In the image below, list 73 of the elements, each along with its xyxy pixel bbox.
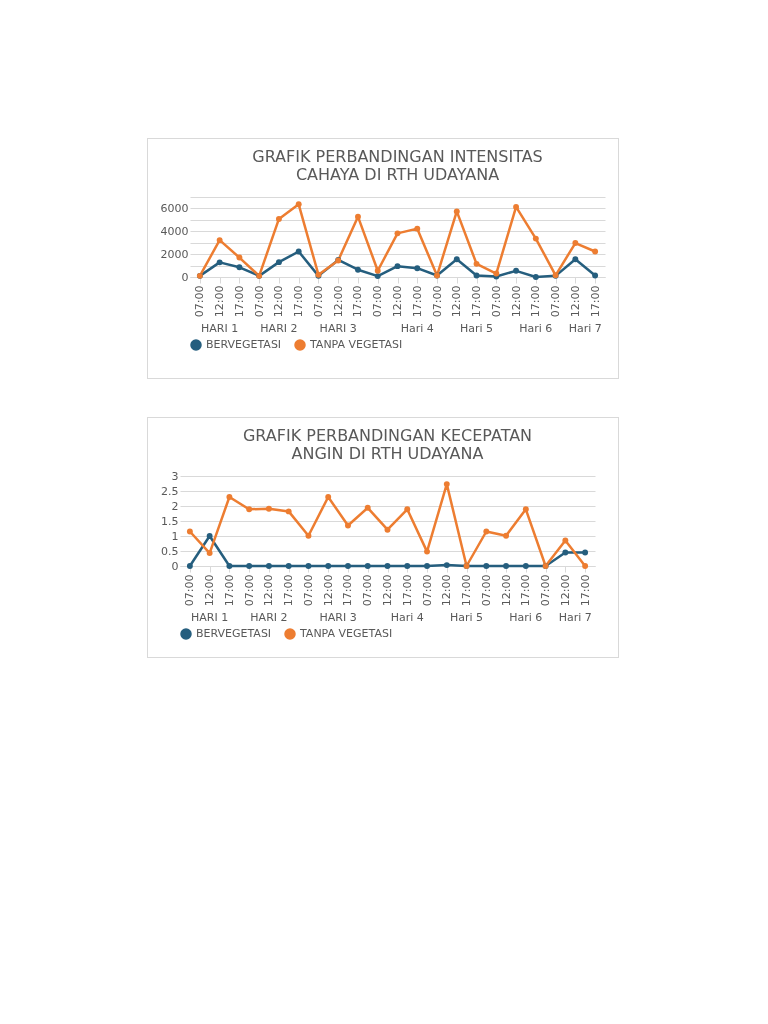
y-tick-label: 0.5 bbox=[161, 544, 179, 558]
y-tick-label: 1 bbox=[171, 529, 179, 543]
x-tick-label: 12:00 bbox=[213, 285, 227, 318]
x-tick-label: 07:00 bbox=[420, 574, 434, 607]
text: Hari 5 bbox=[460, 322, 494, 335]
y-tick-label: 0 bbox=[181, 270, 189, 284]
x-tick-label: 17:00 bbox=[460, 574, 474, 607]
y-tick-label: 3 bbox=[171, 469, 179, 483]
x-tick-label: 17:00 bbox=[410, 285, 424, 318]
x-tick-label: 07:00 bbox=[549, 285, 563, 318]
x-tick-label: 07:00 bbox=[311, 285, 325, 318]
x-tick-label: 12:00 bbox=[381, 574, 394, 607]
y-tick-label: 6000 bbox=[160, 201, 189, 215]
legend-label: BERVEGETASI bbox=[196, 627, 272, 640]
legend-label: TANPA VEGETASI bbox=[309, 338, 403, 351]
x-tick-label: 07:00 bbox=[361, 574, 375, 607]
y-tick-label: 2000 bbox=[160, 247, 189, 261]
x-tick-label: 07:00 bbox=[430, 285, 444, 318]
text: HARI 3 bbox=[319, 322, 357, 335]
x-tick-label: 12:00 bbox=[450, 285, 464, 318]
text: HARI 1 bbox=[201, 322, 239, 335]
x-tick-label: 17:00 bbox=[351, 285, 365, 318]
y-tick-label: 2 bbox=[171, 499, 179, 513]
text: Hari 4 bbox=[390, 611, 424, 624]
text: Hari 6 bbox=[509, 611, 543, 624]
x-tick-label: 12:00 bbox=[321, 574, 335, 607]
text: HARI 3 bbox=[319, 611, 357, 624]
legend-label: BERVEGETASI bbox=[206, 338, 282, 351]
x-tick-label: 07:00 bbox=[242, 574, 256, 607]
x-tick-label: 17:00 bbox=[292, 285, 306, 318]
y-tick-label: 0 bbox=[171, 559, 179, 573]
x-tick-label: 17:00 bbox=[232, 285, 246, 318]
x-tick-label: 07:00 bbox=[489, 285, 503, 318]
x-tick-label: 17:00 bbox=[470, 285, 484, 318]
text: Hari 6 bbox=[519, 322, 553, 335]
x-tick-label: 17:00 bbox=[588, 285, 602, 318]
x-tick-label: 07:00 bbox=[252, 285, 266, 318]
text: HARI 1 bbox=[191, 611, 229, 624]
text: Hari 7 bbox=[558, 611, 592, 624]
x-tick-label: 17:00 bbox=[222, 574, 236, 607]
x-tick-label: 12:00 bbox=[509, 285, 523, 318]
x-tick-label: 12:00 bbox=[558, 574, 572, 607]
y-tick-label: 1.5 bbox=[161, 514, 179, 528]
legend-label: TANPA VEGETASI bbox=[299, 627, 393, 640]
x-tick-label: 12:00 bbox=[391, 285, 404, 318]
x-tick-label: 17:00 bbox=[341, 574, 355, 607]
x-tick-label: 17:00 bbox=[400, 574, 414, 607]
x-tick-label: 12:00 bbox=[440, 574, 454, 607]
y-tick-label: 2.5 bbox=[161, 484, 179, 498]
x-tick-label: 07:00 bbox=[371, 285, 385, 318]
x-tick-label: 17:00 bbox=[529, 285, 543, 318]
x-tick-label: 12:00 bbox=[331, 285, 345, 318]
x-tick-label: 07:00 bbox=[183, 574, 197, 607]
y-tick-label: 4000 bbox=[160, 224, 189, 238]
text: Hari 4 bbox=[400, 322, 434, 335]
x-tick-label: 12:00 bbox=[272, 285, 286, 318]
x-tick-label: 12:00 bbox=[203, 574, 217, 607]
text: HARI 2 bbox=[260, 322, 298, 335]
x-tick-label: 17:00 bbox=[282, 574, 296, 607]
x-tick-label: 07:00 bbox=[193, 285, 207, 318]
x-tick-label: 12:00 bbox=[262, 574, 276, 607]
chart-title: GRAFIK PERBANDINGAN INTENSITAS CAHAYA DI RTH UDAYANA bbox=[252, 147, 543, 184]
chart-title: GRAFIK PERBANDINGAN KECEPATAN ANGIN DI RTH UDAYANA bbox=[242, 426, 533, 463]
text: HARI 2 bbox=[250, 611, 288, 624]
x-tick-label: 17:00 bbox=[578, 574, 592, 607]
x-tick-label: 12:00 bbox=[499, 574, 513, 607]
text: Hari 7 bbox=[568, 322, 602, 335]
x-tick-label: 12:00 bbox=[568, 285, 582, 318]
text: Hari 5 bbox=[450, 611, 484, 624]
x-tick-label: 07:00 bbox=[539, 574, 553, 607]
x-tick-label: 17:00 bbox=[519, 574, 533, 607]
x-tick-label: 07:00 bbox=[301, 574, 315, 607]
x-tick-label: 07:00 bbox=[479, 574, 493, 607]
